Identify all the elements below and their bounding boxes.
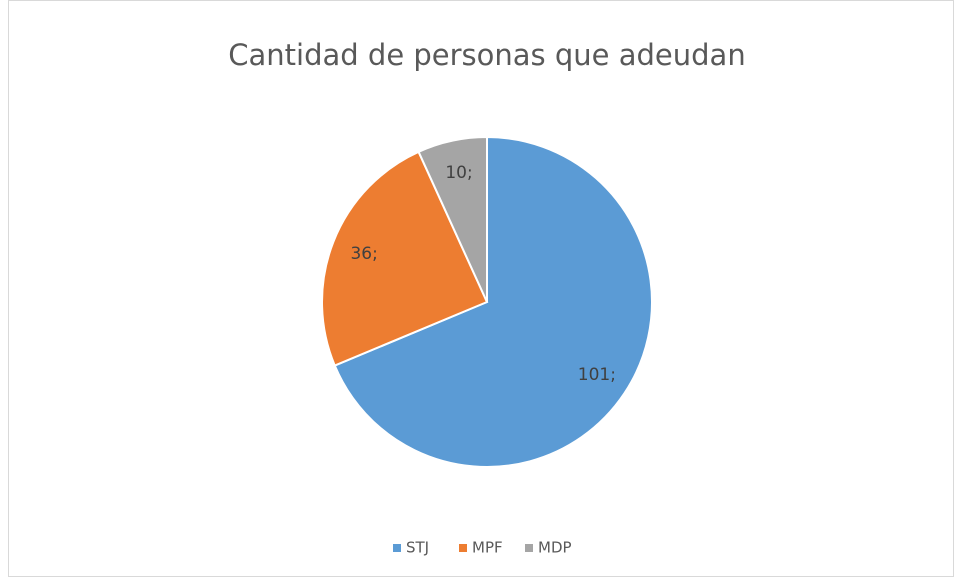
data-label: 101; — [578, 365, 616, 385]
legend-label: STJ — [406, 539, 429, 557]
data-label: 10; — [445, 163, 472, 183]
legend-swatch — [393, 544, 401, 552]
legend-label: MPF — [472, 539, 503, 557]
pie-slice — [417, 135, 488, 303]
legend-swatch — [459, 544, 467, 552]
chart-title: Cantidad de personas que adeudan — [228, 38, 745, 72]
data-label: 36; — [350, 244, 377, 264]
pie-slice — [321, 150, 489, 367]
legend-swatch — [525, 544, 533, 552]
pie-slice — [333, 135, 653, 468]
legend-label: MDP — [538, 539, 572, 557]
